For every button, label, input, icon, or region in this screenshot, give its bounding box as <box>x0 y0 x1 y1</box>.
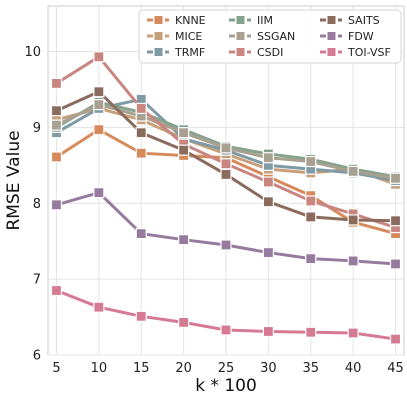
x-tick-label: 35 <box>302 361 319 376</box>
data-point <box>50 77 63 89</box>
legend-swatch-marker <box>153 31 164 41</box>
data-point <box>178 234 190 246</box>
data-point <box>262 325 274 338</box>
data-point <box>220 239 232 251</box>
data-point <box>178 144 190 156</box>
x-axis-label: k * 100 <box>195 376 257 396</box>
x-tick-label: 10 <box>91 361 108 376</box>
data-point <box>93 124 105 136</box>
legend-label: TOI-VSF <box>347 46 391 59</box>
data-point <box>262 196 274 208</box>
data-point <box>50 199 63 211</box>
x-tick-label: 15 <box>133 361 150 376</box>
data-point <box>93 51 105 63</box>
legend-item: FDW <box>320 30 374 43</box>
series-toi-vsf <box>50 284 402 345</box>
legend-label: KNNE <box>175 14 206 27</box>
legend-swatch-marker <box>326 15 337 25</box>
legend-label: SSGAN <box>257 30 295 43</box>
series-csdi <box>50 51 402 234</box>
data-point <box>50 105 63 117</box>
y-axis-label: RMSE Value <box>4 130 24 230</box>
data-point <box>262 176 274 188</box>
legend-swatch-marker <box>235 15 246 25</box>
data-point <box>93 301 105 313</box>
series-layer <box>50 51 402 345</box>
data-point <box>305 211 317 223</box>
y-tick-label: 9 <box>33 121 41 136</box>
data-point <box>135 228 147 240</box>
data-point <box>220 168 232 181</box>
legend-item: TOI-VSF <box>320 46 391 59</box>
x-axis-ticks: 5 10 15 20 25 30 35 40 45 <box>52 361 403 376</box>
data-point <box>305 195 317 207</box>
y-tick-label: 8 <box>33 197 41 212</box>
x-tick-label: 20 <box>175 361 192 376</box>
data-point <box>50 284 63 297</box>
data-point <box>93 99 105 111</box>
x-tick-label: 25 <box>218 361 235 376</box>
series-ssgan <box>50 99 402 184</box>
data-point <box>220 158 232 170</box>
data-point <box>305 155 317 168</box>
legend-item: IIM <box>229 14 273 27</box>
legend: KNNE MICE TRMF IIM SSGAN CSDI SAITS FDW TOI-VSF <box>138 9 402 64</box>
data-point <box>305 326 317 338</box>
legend-swatch-marker <box>235 31 246 41</box>
legend-item: TRMF <box>147 46 205 59</box>
data-point <box>135 147 147 159</box>
y-tick-label: 7 <box>33 273 41 288</box>
data-point <box>93 86 105 98</box>
legend-label: TRMF <box>174 46 205 59</box>
legend-swatch-marker <box>235 47 246 57</box>
legend-swatch-marker <box>153 15 164 25</box>
x-tick-label: 45 <box>387 361 404 376</box>
data-point <box>262 152 274 164</box>
data-point <box>178 316 190 328</box>
data-point <box>389 258 402 270</box>
data-point <box>135 102 147 115</box>
data-point <box>220 142 232 154</box>
data-point <box>220 324 232 336</box>
x-tick-label: 30 <box>260 361 277 376</box>
legend-item: SAITS <box>320 14 380 27</box>
data-point <box>389 172 402 184</box>
data-point <box>347 165 359 177</box>
y-tick-label: 6 <box>33 349 41 364</box>
data-point <box>135 127 147 139</box>
data-point <box>93 187 105 199</box>
data-point <box>347 255 359 267</box>
data-point <box>347 327 359 339</box>
legend-swatch-marker <box>153 47 164 57</box>
legend-label: FDW <box>348 30 374 43</box>
y-axis-ticks: 6 7 8 9 10 <box>24 45 41 363</box>
legend-item: SSGAN <box>229 30 295 43</box>
legend-swatch-marker <box>326 47 337 57</box>
data-point <box>389 215 402 227</box>
data-point <box>389 333 402 345</box>
legend-item: KNNE <box>147 14 206 27</box>
x-tick-label: 40 <box>345 361 362 376</box>
data-point <box>178 127 190 139</box>
legend-item: CSDI <box>229 46 283 59</box>
legend-label: CSDI <box>257 46 283 59</box>
data-point <box>50 119 63 131</box>
data-point <box>135 310 147 322</box>
legend-label: MICE <box>175 30 202 43</box>
series-fdw <box>50 187 402 270</box>
series-saits <box>50 86 402 227</box>
data-point <box>347 214 359 226</box>
data-point <box>262 246 274 259</box>
data-point <box>305 253 317 265</box>
legend-label: IIM <box>257 14 273 27</box>
x-tick-label: 5 <box>52 361 60 376</box>
y-tick-label: 10 <box>24 45 41 60</box>
legend-swatch-marker <box>326 31 337 41</box>
legend-label: SAITS <box>348 14 380 27</box>
legend-item: MICE <box>147 30 202 43</box>
data-point <box>50 151 63 163</box>
